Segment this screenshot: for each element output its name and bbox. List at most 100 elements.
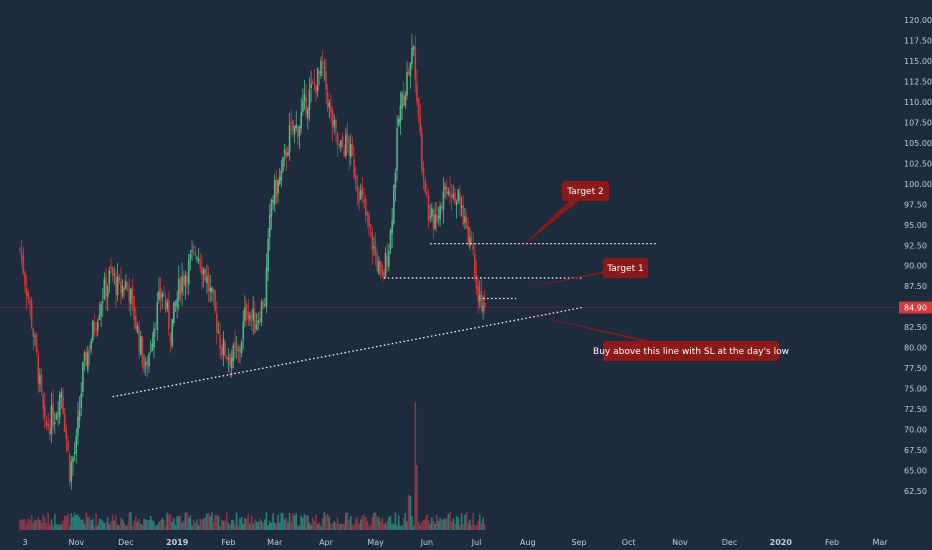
candle-body — [308, 90, 311, 111]
volume-bar — [227, 522, 230, 530]
volume-bar — [149, 515, 152, 530]
volume-bar — [189, 515, 192, 530]
candle-body — [25, 288, 28, 297]
candle-body — [158, 291, 160, 301]
volume-bar — [80, 519, 83, 530]
volume-bar — [275, 523, 278, 530]
candle-body — [295, 124, 298, 129]
volume-bar — [34, 520, 36, 530]
volume-bar — [77, 514, 79, 530]
candle-body — [151, 343, 154, 351]
x-tick-label: Mar — [267, 538, 283, 547]
candle-body — [447, 191, 450, 195]
candle-body — [371, 231, 374, 251]
candle-body — [82, 362, 84, 392]
volume-bar — [163, 519, 165, 530]
volume-bar — [144, 519, 147, 530]
candle-body — [53, 422, 56, 425]
annotation-text: Buy above this line with SL at the day's… — [593, 347, 789, 357]
volume-bar — [182, 521, 185, 530]
y-tick-label: 110.00 — [904, 98, 932, 107]
volume-bar — [392, 523, 395, 530]
candle-body — [149, 349, 152, 352]
volume-bar — [242, 524, 245, 530]
volume-bar — [328, 516, 331, 530]
volume-bar — [356, 516, 359, 530]
volume-bar — [32, 522, 35, 530]
volume-bar — [431, 517, 433, 530]
volume-bar — [464, 514, 466, 530]
candle-body — [268, 214, 271, 237]
candle-body — [65, 429, 68, 440]
x-tick-label: Dec — [722, 538, 737, 547]
volume-bar — [29, 519, 31, 530]
x-tick-label: Nov — [672, 538, 688, 547]
volume-bar — [121, 519, 124, 530]
volume-bar — [93, 525, 96, 530]
candle-body — [310, 83, 312, 89]
volume-bar — [292, 513, 294, 530]
volume-bar — [435, 515, 438, 530]
candle-body — [414, 47, 417, 80]
volume-bar — [100, 519, 102, 530]
y-tick-label: 65.00 — [904, 467, 927, 476]
candle-body — [245, 304, 248, 316]
candle-body — [427, 195, 430, 222]
candle-body — [388, 250, 390, 267]
volume-bar — [169, 513, 172, 530]
volume-bar — [470, 525, 473, 530]
candle-body — [422, 167, 425, 179]
candle-body — [325, 70, 327, 90]
volume-bar — [348, 519, 350, 530]
volume-bar — [174, 524, 177, 530]
volume-bar — [255, 521, 258, 530]
volume-bar — [459, 525, 461, 530]
candle-body — [450, 195, 453, 198]
x-tick-label: Dec — [118, 538, 133, 547]
candle-body — [125, 281, 127, 290]
candle-body — [49, 428, 51, 435]
volume-bar — [452, 518, 455, 530]
volume-bar — [421, 522, 423, 530]
volume-bar — [30, 515, 33, 530]
volume-bar — [60, 524, 63, 530]
y-tick-label: 117.50 — [904, 36, 932, 45]
candle-body — [311, 81, 314, 83]
volume-bar — [298, 525, 301, 530]
candle-body — [426, 192, 428, 195]
candle-body — [283, 149, 286, 155]
volume-bar — [273, 522, 276, 530]
candle-body — [445, 186, 448, 194]
candle-body — [335, 120, 337, 130]
volume-bar — [300, 515, 302, 530]
volume-bar — [381, 517, 384, 530]
candle-body — [277, 180, 279, 194]
candle-body — [244, 307, 246, 321]
volume-bar — [37, 516, 40, 530]
volume-bar — [277, 514, 279, 530]
volume-bar — [224, 520, 226, 530]
volume-bar — [232, 520, 235, 530]
candle-body — [196, 258, 198, 260]
volume-bar — [340, 523, 342, 530]
volume-bar — [78, 516, 81, 530]
candle-body — [452, 193, 455, 198]
candle-body — [37, 356, 40, 383]
volume-bar — [128, 512, 130, 530]
volume-bar — [426, 514, 428, 530]
candle-body — [141, 337, 144, 366]
volume-bar — [454, 523, 456, 530]
volume-bar — [432, 521, 435, 530]
candle-body — [254, 312, 256, 333]
candle-body — [459, 192, 461, 205]
volume-bar — [168, 514, 170, 530]
volume-bar — [376, 516, 379, 530]
candle-body — [176, 298, 178, 308]
annotations: Target 2 Target 1 Buy above this line with… — [520, 181, 789, 361]
volume-bar — [263, 519, 266, 530]
candle-body — [201, 267, 203, 276]
volume-bar — [293, 515, 296, 530]
volume-bar — [326, 513, 329, 530]
volume-bar — [371, 516, 374, 530]
volume-bar — [212, 522, 215, 530]
